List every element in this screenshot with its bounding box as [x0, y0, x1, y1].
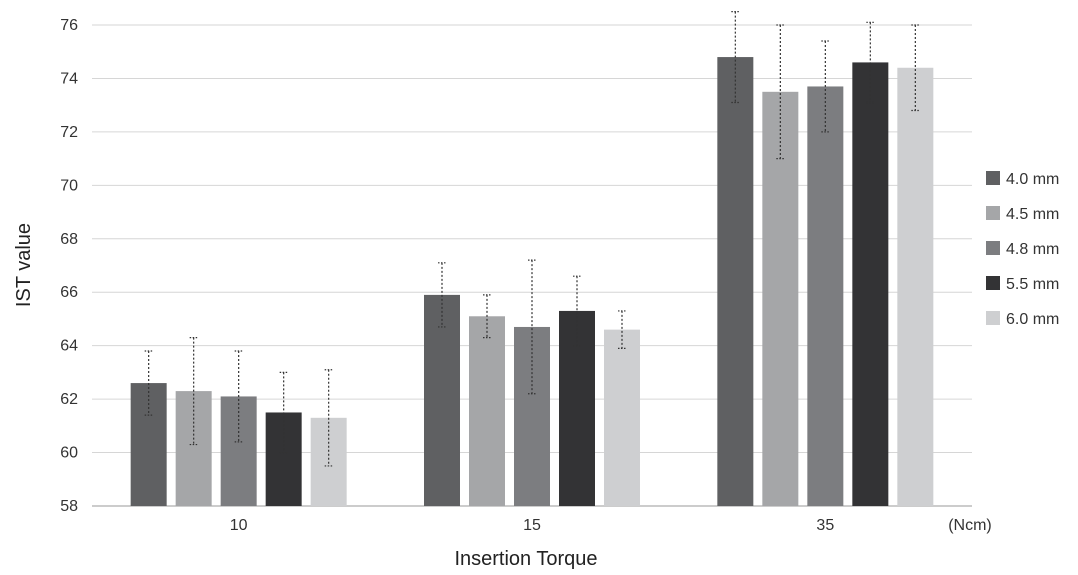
y-tick-label: 60: [60, 445, 78, 462]
error-bars-layer: [144, 11, 920, 467]
y-axis-title: IST value: [13, 223, 35, 307]
y-tick-label: 70: [60, 177, 78, 194]
x-tick-label: 15: [523, 517, 541, 534]
legend-swatch: [986, 206, 1000, 220]
legend-swatch: [986, 241, 1000, 255]
legend-swatch: [986, 311, 1000, 325]
bar: [852, 62, 889, 507]
y-tick-label: 66: [60, 284, 78, 301]
y-tick-label: 72: [60, 124, 78, 141]
bar: [424, 294, 460, 506]
bar: [469, 316, 505, 506]
x-tick-label: 10: [230, 517, 248, 534]
bar: [762, 91, 799, 507]
y-tick-label: 68: [60, 231, 78, 248]
legend-label: 4.5 mm: [1006, 206, 1059, 223]
x-axis-title: Insertion Torque: [454, 548, 597, 570]
y-axis-ticks: 58 60 62 64 66 68 70 72 74 76: [60, 17, 78, 515]
bar: [265, 412, 302, 506]
legend: 4.0 mm 4.5 mm 4.8 mm 5.5 mm 6.0 mm: [986, 171, 1059, 328]
y-tick-label: 74: [60, 70, 78, 87]
legend-label: 4.0 mm: [1006, 171, 1059, 188]
bar: [559, 310, 595, 506]
bar: [717, 57, 754, 507]
legend-swatch: [986, 276, 1000, 290]
bar: [897, 67, 934, 506]
legend-label: 4.8 mm: [1006, 241, 1059, 258]
legend-swatch: [986, 171, 1000, 185]
x-axis-ticks: 10 15 35: [230, 517, 835, 534]
bar: [220, 396, 257, 506]
x-axis-unit: (Ncm): [948, 517, 992, 534]
bar: [175, 391, 212, 506]
y-tick-label: 76: [60, 17, 78, 34]
bar: [130, 383, 167, 506]
bar: [807, 86, 844, 506]
y-tick-label: 62: [60, 391, 78, 408]
x-tick-label: 35: [816, 517, 834, 534]
legend-label: 6.0 mm: [1006, 311, 1059, 328]
legend-label: 5.5 mm: [1006, 276, 1059, 293]
y-tick-label: 64: [60, 338, 78, 355]
bar: [604, 329, 640, 506]
y-tick-label: 58: [60, 498, 78, 515]
